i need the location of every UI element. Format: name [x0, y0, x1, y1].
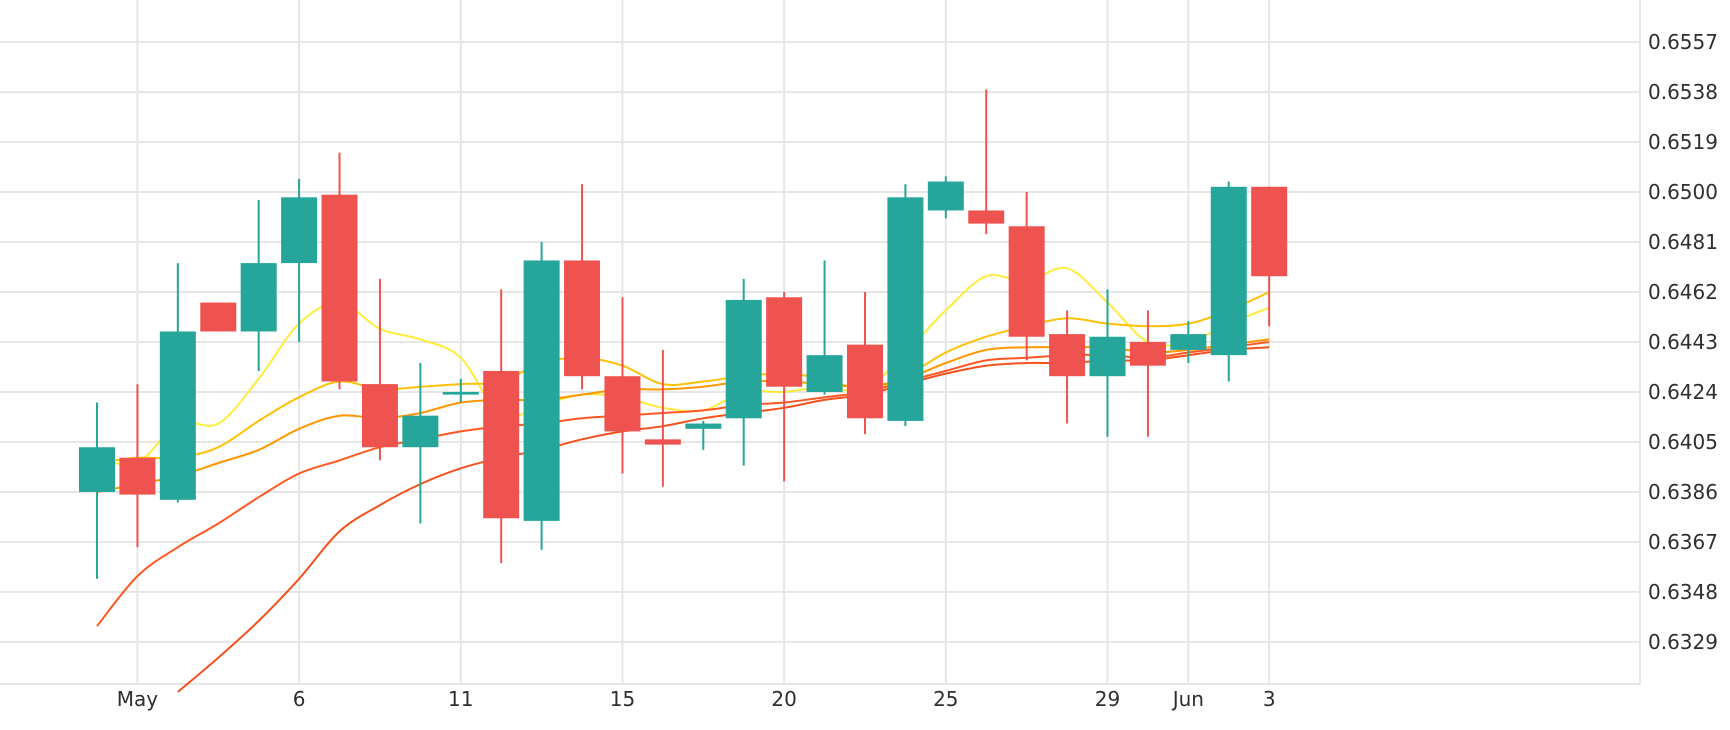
x-tick-label: 15 — [610, 687, 635, 711]
grid — [0, 0, 1641, 685]
candle-body-down — [361, 384, 398, 448]
y-tick-label: 0.6500 — [1648, 180, 1718, 204]
candle-body-up — [1089, 336, 1126, 377]
candle-body-up — [1170, 334, 1207, 350]
candle-body-up — [79, 447, 115, 492]
x-tick-label: 3 — [1263, 687, 1276, 711]
candle-body-down — [200, 302, 237, 332]
y-tick-label: 0.6538 — [1648, 80, 1718, 104]
candle-body-up — [927, 181, 964, 211]
candle-body-down — [1049, 334, 1086, 377]
candle-body-down — [968, 210, 1005, 224]
x-tick-label: 20 — [771, 687, 796, 711]
candle-body-down — [644, 439, 681, 445]
candle-body-down — [119, 457, 156, 495]
candle-body-up — [402, 415, 439, 448]
y-tick-label: 0.6367 — [1648, 530, 1718, 554]
x-tick-label: Jun — [1171, 687, 1204, 711]
x-tick-label: 29 — [1095, 687, 1120, 711]
y-tick-label: 0.6424 — [1648, 380, 1718, 404]
y-tick-label: 0.6443 — [1648, 330, 1718, 354]
candle-body-up — [887, 197, 924, 421]
candle-body-down — [564, 260, 601, 377]
y-axis: 0.6557 0.6538 0.6519 0.6500 0.6481 0.6462 0.64… — [1648, 30, 1718, 654]
candle-body-up — [523, 260, 560, 521]
candle-body-down — [483, 370, 520, 519]
candles — [79, 89, 1288, 579]
candle-body-down — [1129, 342, 1166, 366]
moving-average-line — [96, 266, 1270, 466]
candle-body-up — [685, 423, 722, 429]
x-tick-label: 11 — [448, 687, 473, 711]
x-tick-label: May — [117, 687, 159, 711]
moving-average-line — [177, 346, 1270, 693]
x-tick-label: 25 — [933, 687, 958, 711]
candle-body-down — [766, 297, 803, 387]
moving-average-line — [96, 291, 1270, 464]
x-axis: May 6 11 15 20 25 29 Jun 3 — [117, 687, 1276, 711]
candle-body-up — [240, 263, 277, 332]
candle-body-up — [281, 197, 318, 264]
y-tick-label: 0.6557 — [1648, 30, 1718, 54]
y-tick-label: 0.6405 — [1648, 430, 1718, 454]
candle-body-up — [1210, 186, 1247, 356]
y-tick-label: 0.6329 — [1648, 630, 1718, 654]
candle-body-down — [846, 344, 883, 419]
x-tick-label: 6 — [293, 687, 306, 711]
candle-body-up — [442, 391, 479, 395]
candle-body-up — [159, 331, 196, 500]
y-tick-label: 0.6481 — [1648, 230, 1718, 254]
candle-body-down — [604, 376, 641, 432]
candle-body-up — [806, 355, 843, 392]
y-tick-label: 0.6386 — [1648, 480, 1718, 504]
candle-body-down — [1008, 226, 1045, 337]
y-tick-label: 0.6348 — [1648, 580, 1718, 604]
candle-body-down — [1251, 186, 1288, 277]
y-tick-label: 0.6462 — [1648, 280, 1718, 304]
candle-body-up — [725, 299, 762, 419]
y-tick-label: 0.6519 — [1648, 130, 1718, 154]
candle-body-down — [321, 194, 358, 382]
